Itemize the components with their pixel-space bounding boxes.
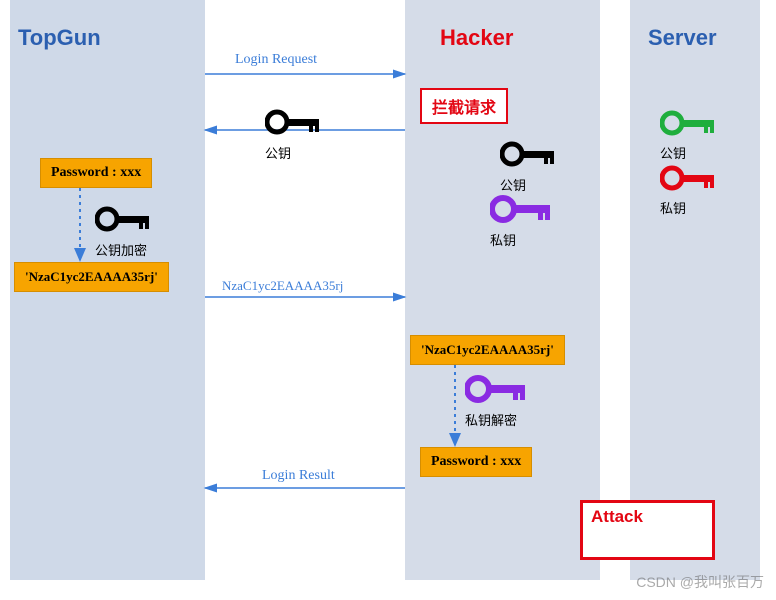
lane-hacker — [405, 0, 600, 580]
box-cipher-2: 'NzaC1yc2EAAAA35rj' — [410, 335, 565, 365]
key-hacker-priv: 私钥 — [490, 195, 555, 249]
key-label: 公钥 — [660, 143, 720, 162]
key-topgun-encrypt: 公钥加密 — [95, 205, 155, 259]
key-label: 公钥加密 — [95, 240, 155, 259]
key-label: 公钥 — [265, 143, 325, 162]
key-label: 私钥解密 — [465, 410, 530, 429]
key-icon — [95, 205, 155, 233]
key-server-priv: 私钥 — [660, 165, 720, 217]
key-hacker-decrypt: 私钥解密 — [465, 375, 530, 429]
key-hacker-pub: 公钥 — [500, 140, 560, 194]
key-icon — [660, 110, 720, 136]
key-icon — [265, 108, 325, 136]
title-topgun: TopGun — [18, 25, 101, 51]
key-label: 私钥 — [490, 230, 555, 249]
box-password-2: Password : xxx — [420, 447, 532, 477]
key-label: 私钥 — [660, 198, 720, 217]
label-login-request: Login Request — [235, 52, 317, 68]
watermark: CSDN @我叫张百万 — [636, 572, 764, 592]
lane-server — [630, 0, 760, 580]
key-server-pub: 公钥 — [660, 110, 720, 162]
box-password-1: Password : xxx — [40, 158, 152, 188]
attack-label: Attack — [591, 507, 643, 526]
key-icon — [660, 165, 720, 191]
title-hacker: Hacker — [440, 25, 513, 51]
key-icon — [465, 375, 530, 403]
box-intercept: 拦截请求 — [420, 88, 508, 124]
label-send-cipher: NzaC1yc2EAAAA35rj — [222, 278, 343, 294]
box-attack: Attack — [580, 500, 715, 560]
label-login-result: Login Result — [262, 468, 335, 484]
key-icon — [500, 140, 560, 168]
key-hacker-sent-pub: 公钥 — [265, 108, 325, 162]
box-cipher-1: 'NzaC1yc2EAAAA35rj' — [14, 262, 169, 292]
key-label: 公钥 — [500, 175, 560, 194]
title-server: Server — [648, 25, 717, 51]
key-icon — [490, 195, 555, 223]
